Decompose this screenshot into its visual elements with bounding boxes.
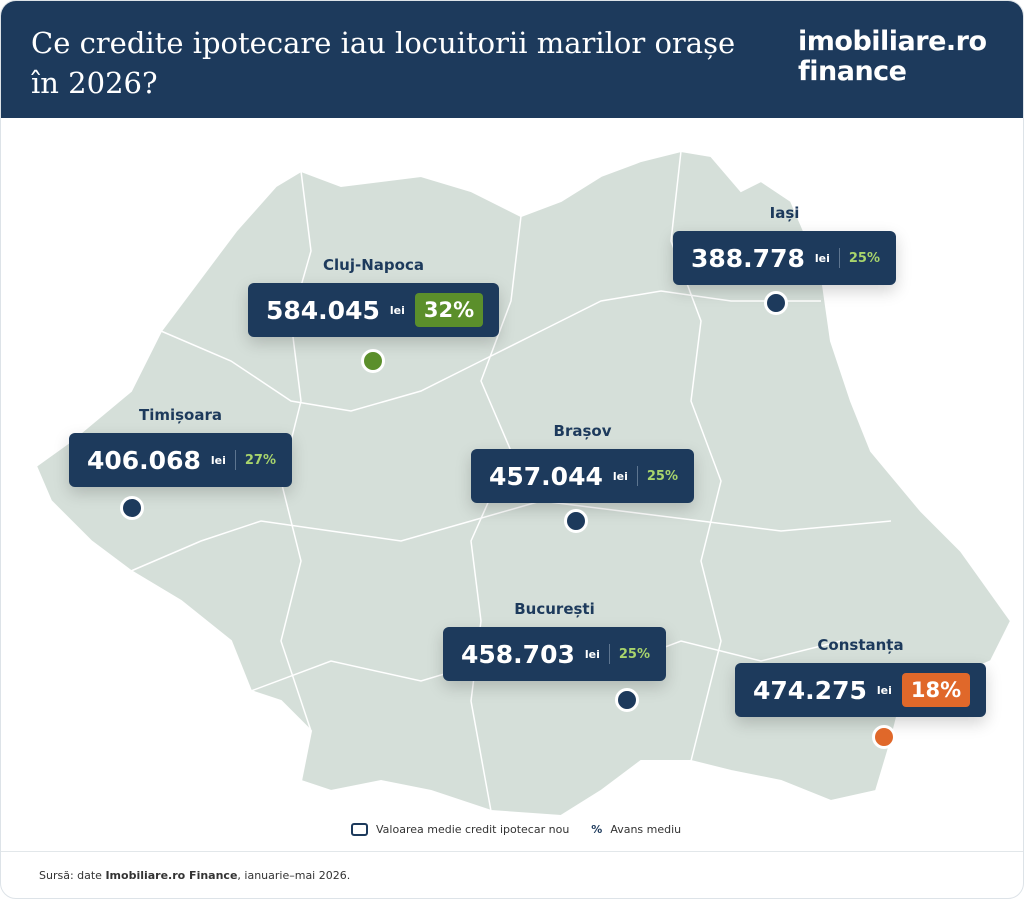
down-payment: 25%	[646, 468, 679, 484]
down-payment: 25%	[618, 646, 651, 662]
city-name: Cluj-Napoca	[323, 256, 424, 274]
unit: lei	[584, 647, 600, 661]
city-name: București	[514, 600, 595, 618]
down-payment-badge: 32%	[414, 293, 484, 327]
unit: lei	[814, 251, 830, 265]
city-dot	[764, 291, 788, 315]
separator	[608, 644, 610, 664]
loan-value: 458.703	[461, 639, 575, 669]
city-name: Iași	[769, 204, 800, 222]
city-dot	[872, 725, 896, 749]
source-prefix: Sursă: date	[39, 869, 106, 882]
unit: lei	[389, 303, 405, 317]
loan-value: 584.045	[266, 295, 380, 325]
logo-bottom: finance	[798, 56, 907, 87]
legend: Valoarea medie credit ipotecar nou % Ava…	[351, 823, 681, 836]
separator	[636, 466, 638, 486]
unit: lei	[612, 469, 628, 483]
city-name: Constanța	[817, 636, 904, 654]
down-payment: 27%	[244, 452, 277, 468]
down-payment: 25%	[848, 250, 881, 266]
divider	[1, 851, 1023, 852]
city-dot	[615, 688, 639, 712]
down-payment-badge: 18%	[901, 673, 971, 707]
separator	[234, 450, 236, 470]
header: Ce credite ipotecare iau locuitorii mari…	[1, 1, 1023, 118]
city-name: Timișoara	[138, 406, 223, 424]
city-card: 474.275 lei 18%	[735, 663, 987, 717]
city-dot	[564, 509, 588, 533]
city-card: 406.068 lei 27%	[69, 433, 293, 487]
city-dot	[361, 349, 385, 373]
loan-value: 457.044	[489, 461, 603, 491]
loan-value: 406.068	[87, 445, 201, 475]
city-name: Brașov	[553, 422, 612, 440]
city-card: 584.045 lei 32%	[248, 283, 500, 337]
legend-percent-symbol: %	[591, 823, 603, 836]
loan-value: 388.778	[691, 243, 805, 273]
source-brand: Imobiliare.ro Finance	[105, 869, 238, 882]
city-card: 388.778 lei 25%	[673, 231, 897, 285]
logo: imobiliare.ro finance	[798, 27, 987, 87]
title: Ce credite ipotecare iau locuitorii mari…	[31, 26, 736, 100]
city-card: 458.703 lei 25%	[443, 627, 667, 681]
city-dot	[120, 496, 144, 520]
unit: lei	[210, 453, 226, 467]
logo-top: imobiliare.ro	[798, 26, 987, 57]
legend-box-icon	[351, 823, 368, 836]
unit: lei	[876, 683, 892, 697]
loan-value: 474.275	[753, 675, 867, 705]
source-suffix: , ianuarie–mai 2026.	[237, 869, 351, 882]
source: Sursă: date Imobiliare.ro Finance, ianua…	[39, 869, 350, 882]
legend-box-label: Valoarea medie credit ipotecar nou	[376, 823, 570, 836]
separator	[838, 248, 840, 268]
legend-percent-label: Avans mediu	[610, 823, 682, 836]
city-card: 457.044 lei 25%	[471, 449, 695, 503]
